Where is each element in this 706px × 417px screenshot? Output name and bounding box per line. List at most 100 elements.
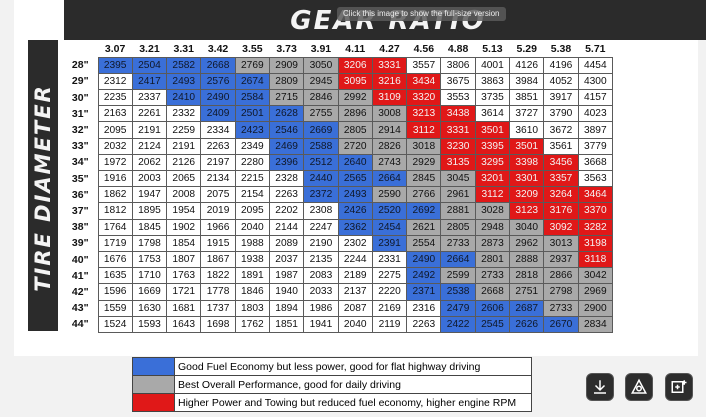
image-edit-button[interactable] [625, 373, 653, 401]
rpm-cell: 1803 [234, 299, 270, 317]
rpm-cell: 2075 [200, 186, 236, 204]
rpm-cell: 1895 [131, 202, 168, 220]
rpm-cell: 3561 [543, 137, 579, 155]
rpm-cell: 1851 [268, 315, 305, 333]
rpm-cell: 2945 [303, 72, 339, 91]
rpm-cell: 2372 [303, 186, 339, 204]
rpm-cell: 3320 [406, 89, 442, 107]
rpm-cell: 2818 [509, 267, 545, 285]
rpm-cell: 4454 [577, 56, 613, 74]
rpm-cell: 1954 [166, 202, 202, 220]
rpm-cell: 2479 [440, 299, 476, 317]
rpm-cell: 2805 [440, 218, 476, 236]
table-row: 44" 1524 1593 1643 1698 1762 1851 1941 2040 2119 2… [63, 315, 613, 333]
rpm-cell: 2334 [200, 121, 236, 139]
tire-size-label: 43" [63, 300, 98, 317]
rpm-cell: 2263 [406, 315, 442, 333]
rpm-cell: 2490 [406, 250, 442, 269]
tire-size-label: 36" [63, 186, 98, 203]
legend-text: Best Overall Performance, good for daily… [174, 375, 532, 394]
table-row: 38" 1764 1845 1902 1966 2040 2144 2247 2362 2454 2… [63, 218, 613, 236]
ratio-header: 3.21 [132, 41, 167, 58]
rpm-cell: 2888 [509, 250, 545, 269]
rpm-cell: 4157 [577, 89, 613, 107]
rpm-cell: 2546 [268, 121, 305, 139]
rpm-cell: 1947 [131, 186, 168, 204]
rpm-cell: 2040 [337, 315, 373, 333]
rpm-cell: 2606 [474, 299, 511, 317]
rpm-cell: 1719 [97, 234, 133, 252]
full-size-hint[interactable]: Click this image to show the full-size v… [337, 7, 506, 21]
rpm-cell: 2337 [131, 89, 168, 107]
download-button[interactable] [586, 373, 614, 401]
rpm-cell: 2914 [371, 121, 408, 139]
download-icon [594, 380, 606, 394]
rpm-cell: 2948 [474, 218, 511, 236]
rpm-cell: 1862 [97, 186, 133, 204]
rpm-cell: 1938 [234, 250, 270, 269]
rpm-cell: 2065 [166, 169, 202, 188]
ratio-header: 3.91 [303, 41, 339, 58]
rpm-cell: 2202 [268, 202, 305, 220]
rpm-cell: 2599 [440, 267, 476, 285]
gear-ratio-header: GEAR RATIO Click this image to show the … [64, 0, 706, 40]
rpm-cell: 2087 [337, 299, 373, 317]
ratio-header: 3.73 [269, 41, 304, 58]
rpm-cell: 1524 [97, 315, 133, 333]
rpm-cell: 3008 [371, 105, 408, 123]
rpm-cell: 2189 [337, 267, 373, 285]
rpm-cell: 2692 [406, 202, 442, 220]
rpm-cell: 2493 [337, 186, 373, 204]
rpm-cell: 2664 [440, 250, 476, 269]
rpm-cell: 2261 [131, 105, 168, 123]
rpm-cell: 3790 [543, 105, 579, 123]
rpm-cell: 3216 [371, 72, 408, 91]
rpm-cell: 2992 [337, 89, 373, 107]
rpm-cell: 3464 [577, 186, 613, 204]
rpm-cell: 2349 [234, 137, 270, 155]
rpm-cell: 3672 [543, 121, 579, 139]
rpm-cell: 1867 [200, 250, 236, 269]
table-row: 32" 2095 2191 2259 2334 2423 2546 2669 2805 2914 3… [63, 121, 613, 139]
rpm-cell: 1987 [268, 267, 305, 285]
rpm-cell: 3301 [509, 169, 545, 188]
rpm-cell: 2584 [234, 89, 270, 107]
add-image-button[interactable] [665, 373, 693, 401]
rpm-cell: 2969 [577, 283, 613, 301]
rpm-cell: 1812 [97, 202, 133, 220]
rpm-cell: 1676 [97, 250, 133, 269]
ratio-header: 5.29 [509, 41, 544, 58]
legend-row: Higher Power and Towing but reduced fuel… [132, 393, 532, 412]
table-row: 30" 2235 2337 2410 2490 2584 2715 2846 2992 3109 3… [63, 89, 613, 107]
rpm-cell: 3610 [509, 121, 545, 139]
rpm-cell: 3331 [371, 56, 408, 74]
ratio-header: 4.88 [440, 41, 476, 58]
rpm-cell: 2440 [303, 169, 339, 188]
rpm-cell: 2410 [166, 89, 202, 107]
rpm-cell: 3095 [337, 72, 373, 91]
rpm-cell: 2316 [406, 299, 442, 317]
rpm-cell: 2896 [337, 105, 373, 123]
rpm-cell: 1986 [303, 299, 339, 317]
gear-ratio-chart[interactable]: GEAR RATIO Click this image to show the … [14, 0, 706, 412]
rpm-cell: 1596 [97, 283, 133, 301]
ratio-header: 3.31 [166, 41, 201, 58]
tire-size-label: 39" [63, 235, 98, 252]
table-row: 37" 1812 1895 1954 2019 2095 2202 2308 2426 2520 2… [63, 202, 613, 220]
rpm-cell: 3727 [509, 105, 545, 123]
rpm-cell: 3201 [474, 169, 511, 188]
rpm-cell: 3614 [474, 105, 511, 123]
rpm-cell: 2798 [543, 283, 579, 301]
rpm-cell: 1635 [97, 267, 133, 285]
rpm-cell: 3230 [440, 137, 476, 155]
ratio-header: 4.11 [338, 41, 373, 58]
rpm-cell: 2095 [97, 121, 133, 139]
rpm-cell: 2538 [440, 283, 476, 301]
rpm-cell: 2302 [337, 234, 373, 252]
rpm-cell: 2328 [268, 169, 305, 188]
rpm-cell: 2801 [474, 250, 511, 269]
rpm-cell: 3112 [474, 186, 511, 204]
rpm-cell: 2259 [166, 121, 202, 139]
rpm-cell: 2154 [234, 186, 270, 204]
rpm-cell: 2766 [406, 186, 442, 204]
